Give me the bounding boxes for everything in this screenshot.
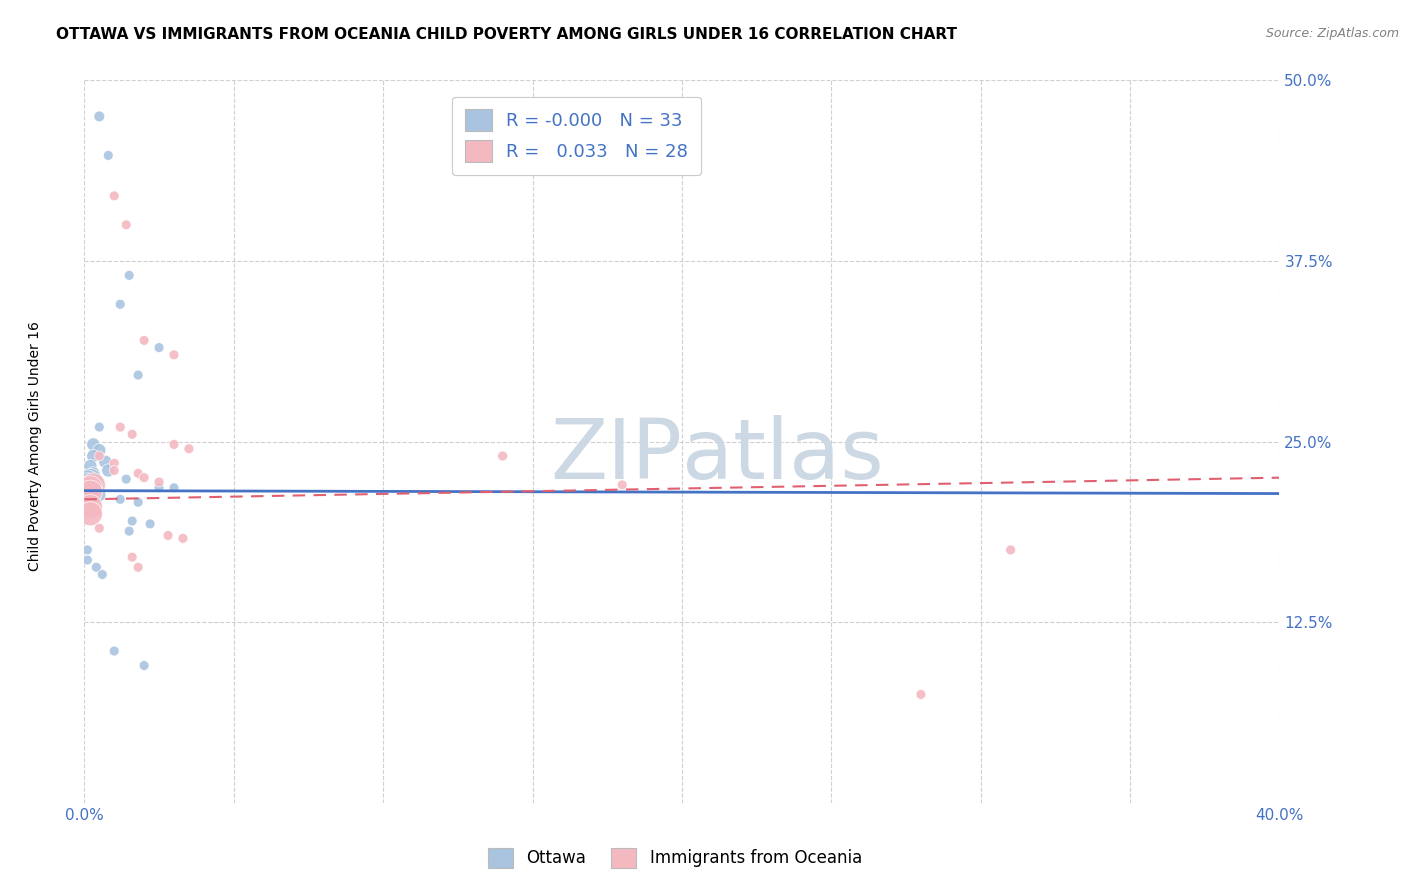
Point [1000, 542, 1022, 557]
Point [121, 427, 143, 442]
Point [79, 507, 101, 521]
Point [103, 189, 125, 203]
Point [76, 478, 98, 492]
Text: atlas: atlas [682, 416, 883, 497]
Point [89, 110, 111, 124]
Point [910, 687, 932, 701]
Point [139, 516, 162, 531]
Point [127, 495, 149, 509]
Point [103, 463, 125, 477]
Point [172, 532, 194, 546]
Point [110, 492, 132, 507]
Point [97, 148, 120, 162]
Point [118, 524, 141, 538]
Text: Child Poverty Among Girls Under 16: Child Poverty Among Girls Under 16 [28, 321, 42, 571]
Point [127, 467, 149, 481]
Point [612, 478, 634, 492]
Point [89, 521, 111, 535]
Point [157, 528, 180, 542]
Point [118, 268, 141, 283]
Point [82, 449, 104, 463]
Point [76, 485, 98, 500]
Point [82, 478, 104, 492]
Point [76, 553, 98, 567]
Text: OTTAWA VS IMMIGRANTS FROM OCEANIA CHILD POVERTY AMONG GIRLS UNDER 16 CORRELATION: OTTAWA VS IMMIGRANTS FROM OCEANIA CHILD … [56, 27, 957, 42]
Point [163, 437, 186, 451]
Point [79, 474, 101, 488]
Point [89, 443, 111, 458]
Point [163, 481, 186, 495]
Point [76, 542, 98, 557]
Point [76, 475, 98, 489]
Point [121, 550, 143, 565]
Point [82, 467, 104, 481]
Point [127, 560, 149, 574]
Point [492, 449, 515, 463]
Point [91, 567, 114, 582]
Point [79, 485, 101, 500]
Text: ZIP: ZIP [550, 416, 682, 497]
Point [89, 420, 111, 434]
Legend: Ottawa, Immigrants from Oceania: Ottawa, Immigrants from Oceania [481, 841, 869, 875]
Point [177, 442, 200, 456]
Point [148, 481, 170, 495]
Point [79, 500, 101, 514]
Point [89, 488, 111, 502]
Point [110, 297, 132, 311]
Point [163, 348, 186, 362]
Point [89, 449, 111, 463]
Point [79, 459, 101, 474]
Point [132, 334, 156, 348]
Point [132, 470, 156, 484]
Legend: R = -0.000   N = 33, R =   0.033   N = 28: R = -0.000 N = 33, R = 0.033 N = 28 [451, 96, 700, 175]
Point [127, 368, 149, 382]
Point [82, 437, 104, 451]
Text: Source: ZipAtlas.com: Source: ZipAtlas.com [1265, 27, 1399, 40]
Point [148, 341, 170, 355]
Point [97, 463, 120, 477]
Point [103, 644, 125, 658]
Point [115, 218, 138, 232]
Point [110, 420, 132, 434]
Point [148, 475, 170, 489]
Point [115, 472, 138, 486]
Point [103, 456, 125, 470]
Point [86, 560, 108, 574]
Point [79, 481, 101, 495]
Point [94, 455, 117, 469]
Point [132, 658, 156, 673]
Point [121, 514, 143, 528]
